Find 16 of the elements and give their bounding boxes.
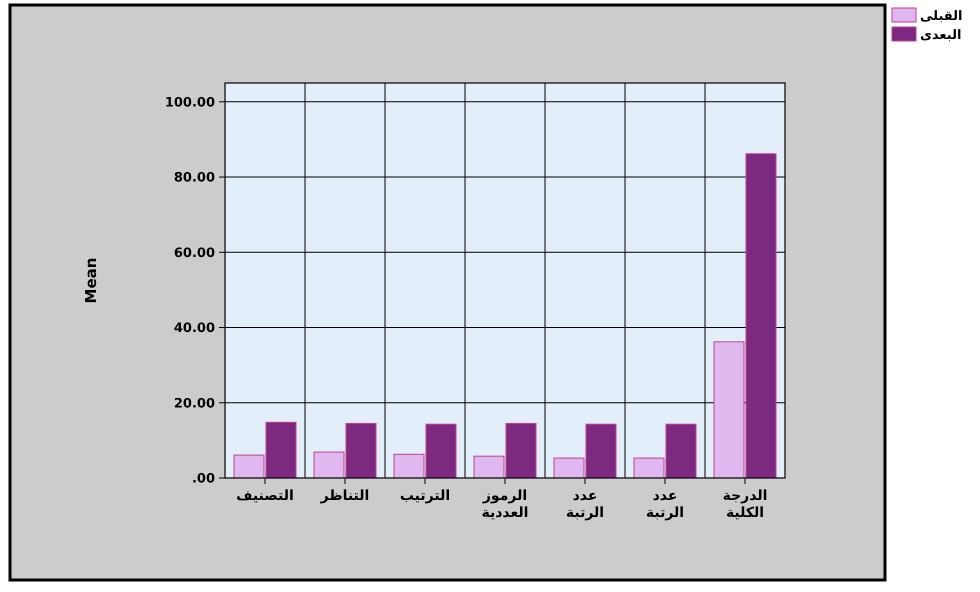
y-tick-label: 80.00: [174, 170, 215, 186]
y-axis-title: Mean: [82, 258, 100, 304]
x-tick-label: التناظر: [320, 488, 370, 504]
x-tick-label: عدد الرتبة: [566, 488, 604, 521]
y-tick-label: 60.00: [174, 246, 215, 261]
legend-label: القبلى: [920, 9, 962, 24]
x-tick-label: عدد الرتبة: [646, 488, 684, 521]
x-tick-label: الرموز العددية: [482, 488, 528, 521]
x-tick-label: التصنيف: [236, 488, 294, 504]
y-tick-label: .00: [192, 472, 215, 486]
y-tick-label: 20.00: [174, 396, 215, 412]
x-tick-label: الترتيب: [400, 488, 450, 504]
legend-label: البعدى: [920, 28, 962, 43]
y-tick-label: 40.00: [174, 321, 215, 336]
y-tick-label: 100.00: [164, 95, 215, 110]
x-tick-label: الدرجة الكلية: [722, 488, 768, 521]
